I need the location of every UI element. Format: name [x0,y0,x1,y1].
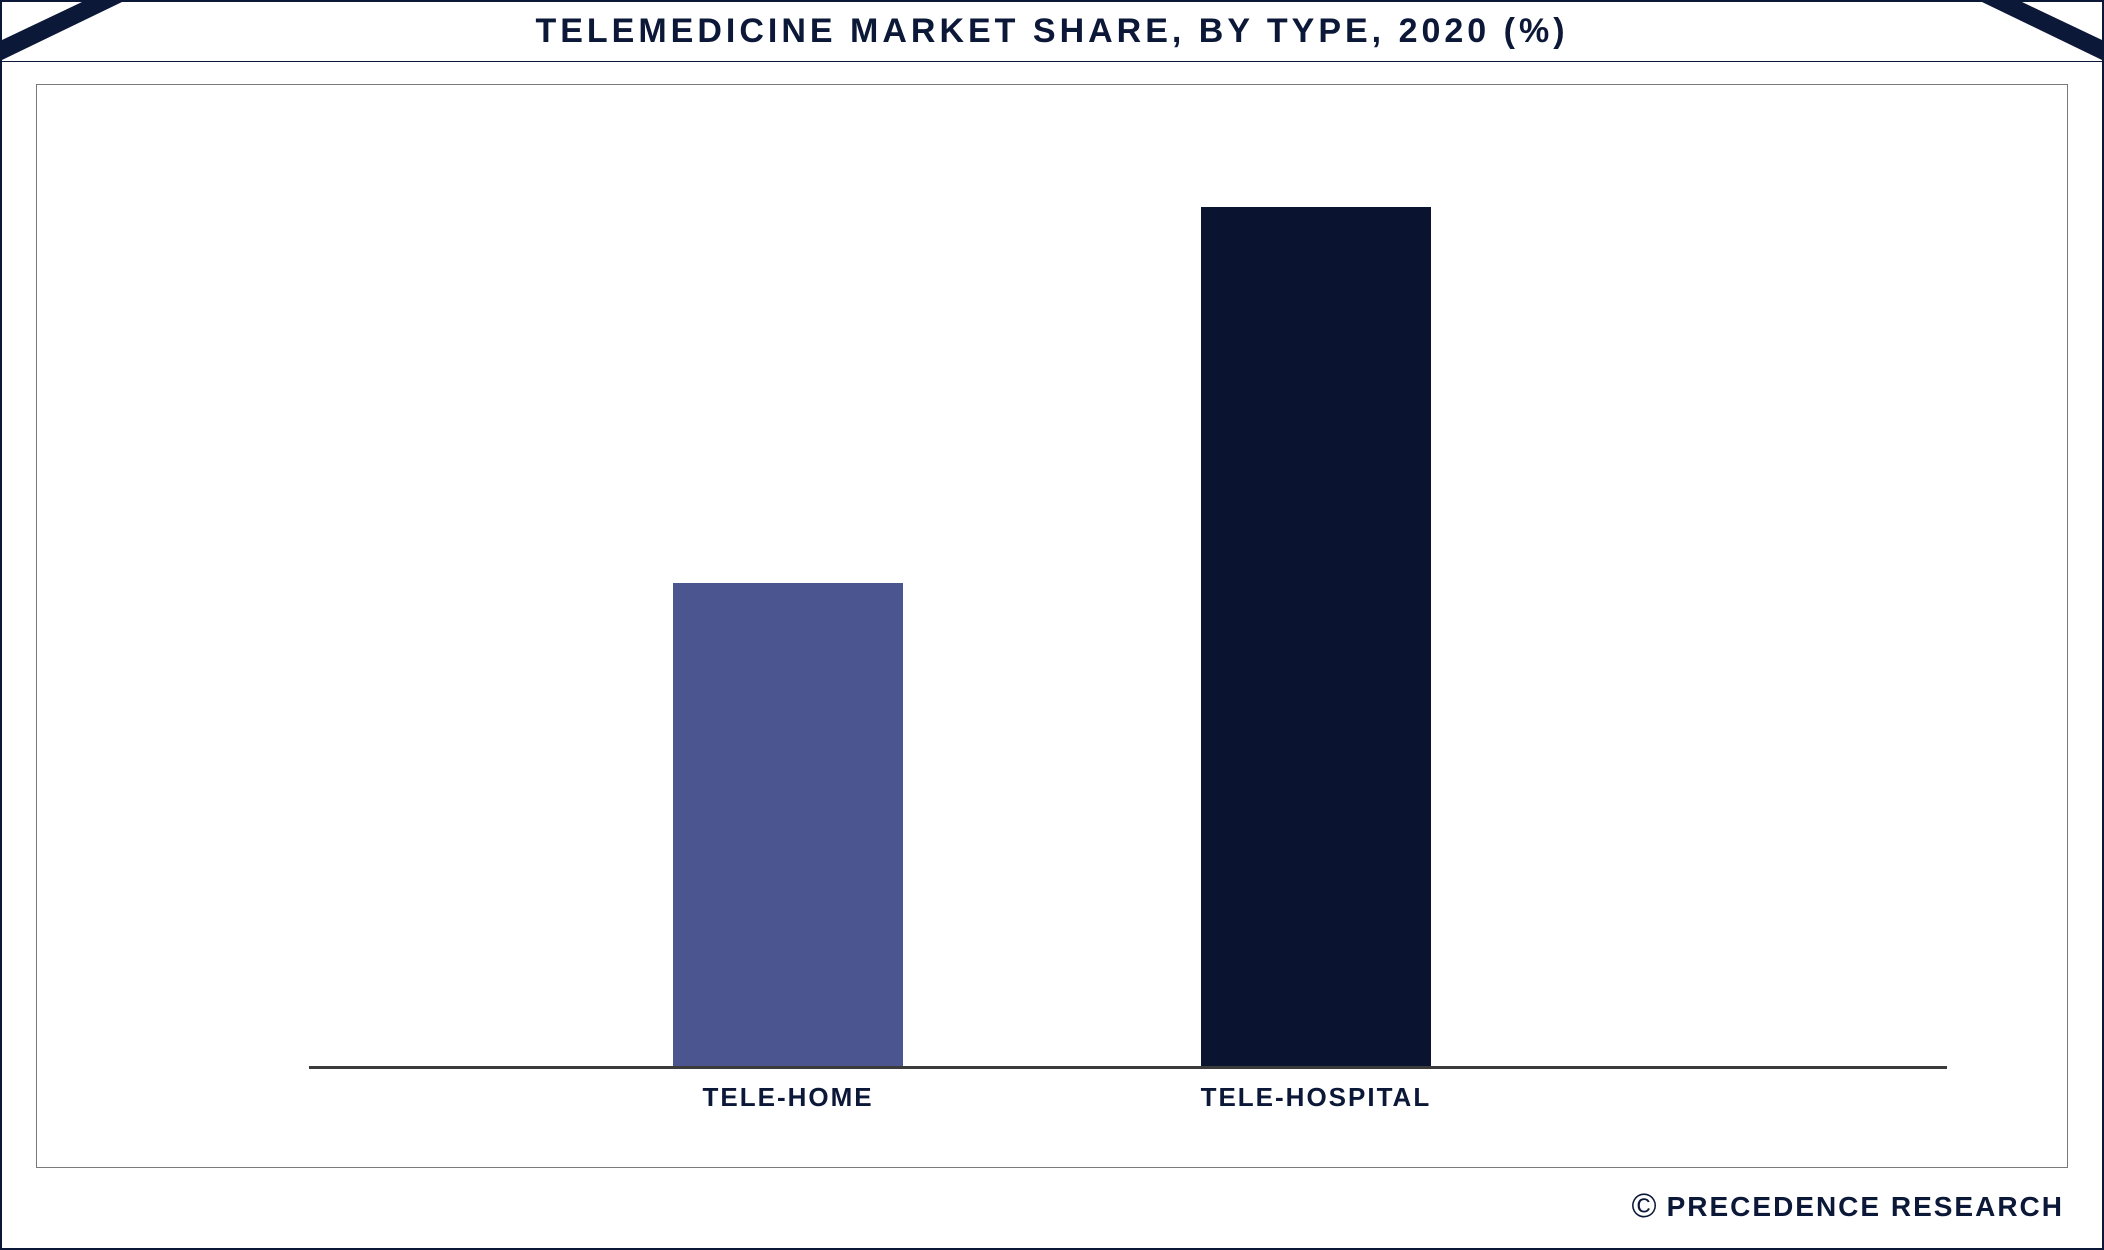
x-axis-label: Tele-Home [703,1082,874,1113]
corner-decoration [2022,2,2102,40]
x-axis [309,1066,1947,1069]
chart-title: Telemedicine Market Share, by Type, 2020… [535,12,1568,51]
x-axis-label: Tele-Hospital [1201,1082,1432,1113]
copyright-symbol: © [1632,1187,1657,1226]
title-bar: Telemedicine Market Share, by Type, 2020… [2,2,2102,62]
footer-text: Precedence Research [1667,1191,2064,1223]
corner-decoration [2,2,82,40]
bar-tele-hospital [1201,207,1431,1066]
bar-tele-home [673,583,903,1066]
footer-credit: © Precedence Research [1632,1187,2064,1226]
chart-container: Telemedicine Market Share, by Type, 2020… [0,0,2104,1250]
plot-border: Tele-Home Tele-Hospital [36,84,2068,1168]
plot-area: Tele-Home Tele-Hospital [37,85,2067,1167]
